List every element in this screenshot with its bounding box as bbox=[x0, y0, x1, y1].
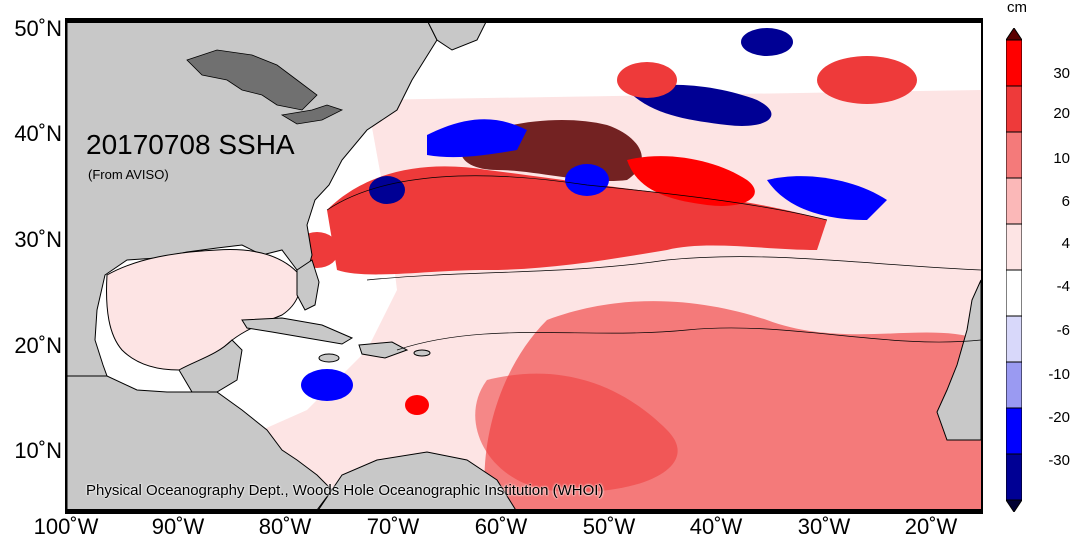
lakes-erie-ontario bbox=[280, 104, 344, 125]
warm-eddy bbox=[817, 56, 917, 104]
land-hispaniola bbox=[358, 341, 409, 359]
colorbar-overflow-low bbox=[1006, 499, 1022, 512]
ssha-map bbox=[65, 18, 983, 514]
warm-eddy bbox=[405, 395, 429, 415]
contour-line bbox=[396, 327, 981, 351]
anomaly-region-hot-core bbox=[627, 156, 755, 206]
colorbar-tick: -20 bbox=[1048, 409, 1070, 426]
lon-label-30w: 30˚W bbox=[797, 514, 851, 539]
warm-eddy bbox=[617, 62, 677, 98]
lat-label-50n: 50˚N bbox=[14, 16, 62, 41]
anomaly-region-cold-east bbox=[767, 176, 887, 220]
lat-label-10n: 10˚N bbox=[14, 438, 62, 463]
colorbar-tick: 6 bbox=[1061, 193, 1070, 210]
lon-label-80w: 80˚W bbox=[258, 514, 312, 539]
lat-label-40n: 40˚N bbox=[14, 121, 62, 146]
colorbar-swatch bbox=[1006, 85, 1022, 133]
colorbar bbox=[1006, 28, 1022, 512]
contour-line bbox=[366, 256, 981, 281]
land-nova-scotia bbox=[426, 20, 488, 51]
colorbar-overflow-high bbox=[1006, 28, 1022, 41]
anomaly-region-gulf-stream-warm bbox=[327, 166, 827, 275]
colorbar-swatch bbox=[1006, 177, 1022, 225]
colorbar-swatch bbox=[1006, 269, 1022, 317]
lon-label-90w: 90˚W bbox=[151, 514, 205, 539]
anomaly-region-cold-north bbox=[427, 119, 527, 158]
lat-label-30n: 30˚N bbox=[14, 227, 62, 252]
ssha-map-canvas bbox=[67, 20, 981, 512]
colorbar-tick: -10 bbox=[1048, 366, 1070, 383]
map-subtitle: (From AVISO) bbox=[88, 167, 169, 182]
land-north-america bbox=[67, 20, 438, 377]
land-jamaica bbox=[318, 353, 340, 363]
map-title: 20170708 SSHA bbox=[86, 129, 295, 160]
colorbar-tick: -4 bbox=[1056, 278, 1070, 295]
land-africa bbox=[936, 279, 981, 441]
lon-label-40w: 40˚W bbox=[689, 514, 743, 539]
lon-label-100w: 100˚W bbox=[33, 514, 99, 539]
colorbar-tick: 30 bbox=[1053, 65, 1070, 82]
colorbar-tick: -6 bbox=[1056, 322, 1070, 339]
colorbar-swatch bbox=[1006, 407, 1022, 455]
land-cuba bbox=[241, 317, 354, 345]
colorbar-tick: 20 bbox=[1053, 105, 1070, 122]
colorbar-unit: cm bbox=[1007, 0, 1027, 16]
lon-label-70w: 70˚W bbox=[366, 514, 420, 539]
anomaly-region-red-south bbox=[475, 373, 678, 492]
colorbar-tick: -30 bbox=[1048, 452, 1070, 469]
colorbar-swatch bbox=[1006, 39, 1022, 87]
cold-eddy bbox=[741, 28, 793, 56]
land-yucatan bbox=[178, 339, 243, 393]
land-puerto-rico bbox=[413, 349, 431, 357]
frame-ticks bbox=[67, 20, 981, 512]
colorbar-swatch bbox=[1006, 453, 1022, 501]
contour-line bbox=[326, 175, 828, 221]
land-south-america bbox=[316, 451, 518, 512]
colorbar-swatch bbox=[1006, 315, 1022, 363]
colorbar-swatch bbox=[1006, 223, 1022, 271]
colorbar-tick: 4 bbox=[1061, 235, 1070, 252]
cold-eddy bbox=[369, 176, 405, 204]
lon-label-50w: 50˚W bbox=[582, 514, 636, 539]
land-florida bbox=[296, 259, 320, 311]
colorbar-swatch bbox=[1006, 131, 1022, 179]
lat-label-20n: 20˚N bbox=[14, 333, 62, 358]
colorbar-swatch bbox=[1006, 361, 1022, 409]
land-central-america bbox=[67, 375, 333, 512]
lon-label-20w: 20˚W bbox=[904, 514, 958, 539]
colorbar-tick: 10 bbox=[1053, 150, 1070, 167]
lakes-great-lakes bbox=[186, 49, 318, 111]
lon-label-60w: 60˚W bbox=[474, 514, 528, 539]
cold-eddy bbox=[301, 369, 353, 401]
map-credit: Physical Oceanography Dept., Woods Hole … bbox=[86, 482, 604, 499]
cold-eddy bbox=[565, 164, 609, 196]
